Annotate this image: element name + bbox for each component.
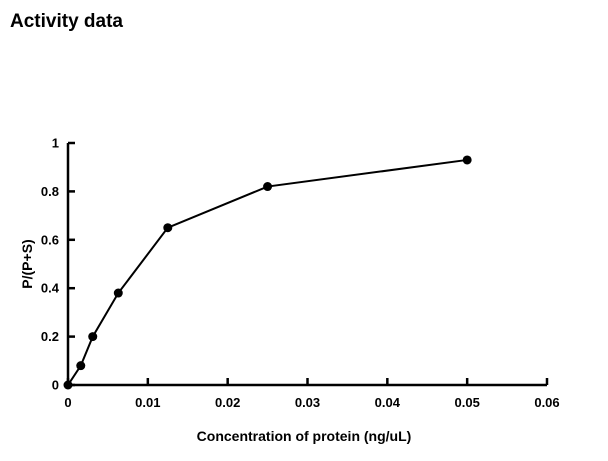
x-axis-ticks: 0 0.01 0.02 0.03 0.04 0.05 0.06 — [64, 378, 560, 410]
y-axis-ticks: 0 0.2 0.4 0.6 0.8 1 — [41, 136, 75, 393]
y-tick-label: 0.4 — [41, 281, 60, 296]
x-tick-label: 0.06 — [534, 395, 559, 410]
data-point-marker — [462, 155, 472, 165]
data-point-marker — [263, 182, 273, 192]
data-point-marker — [113, 288, 123, 298]
y-tick-label: 1 — [52, 136, 59, 151]
x-tick-label: 0.03 — [295, 395, 320, 410]
y-axis-title: P/(P+S) — [19, 239, 35, 288]
data-point-marker — [76, 361, 86, 371]
data-point-marker — [88, 332, 98, 342]
y-tick-label: 0 — [52, 378, 59, 393]
x-tick-label: 0 — [64, 395, 71, 410]
chart-title: Activity data — [10, 11, 123, 32]
x-tick-label: 0.05 — [455, 395, 480, 410]
x-tick-label: 0.02 — [215, 395, 240, 410]
y-tick-label: 0.8 — [41, 184, 59, 199]
series-line — [67, 158, 468, 386]
y-tick-label: 0.6 — [41, 232, 59, 247]
data-point-marker — [163, 223, 173, 233]
x-tick-label: 0.04 — [375, 395, 401, 410]
data-series — [63, 155, 472, 390]
x-tick-label: 0.01 — [135, 395, 160, 410]
x-axis-title: Concentration of protein (ng/uL) — [197, 428, 412, 444]
y-tick-label: 0.2 — [41, 329, 59, 344]
data-point-marker — [63, 380, 73, 390]
